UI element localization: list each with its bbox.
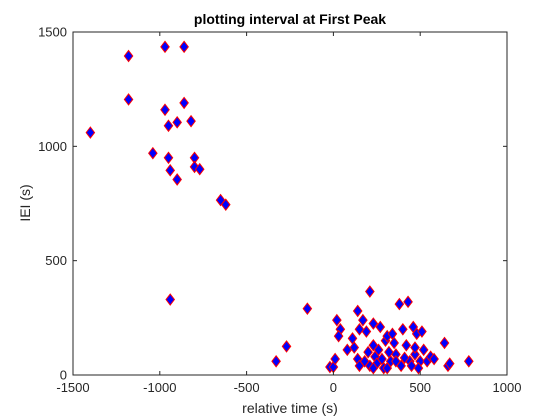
x-tick-label: 1000: [493, 380, 522, 395]
data-point: [394, 297, 405, 311]
data-point: [439, 336, 450, 350]
data-point: [160, 103, 170, 117]
x-axis-label: relative time (s): [242, 400, 338, 416]
data-point: [163, 151, 174, 165]
data-points: [85, 40, 474, 375]
x-tick-label: 500: [409, 380, 431, 395]
data-point: [123, 49, 134, 63]
data-point: [417, 325, 427, 338]
data-point: [333, 329, 344, 343]
x-tick-label: -1500: [56, 380, 89, 395]
data-point: [220, 198, 231, 211]
data-point: [302, 302, 313, 316]
data-point: [281, 340, 292, 353]
data-point: [163, 119, 174, 133]
data-point: [172, 115, 182, 129]
data-point: [410, 348, 420, 361]
data-point: [148, 146, 158, 160]
data-point: [179, 96, 189, 110]
data-point: [401, 338, 412, 352]
data-point: [215, 193, 226, 207]
data-point: [396, 359, 406, 373]
data-point: [373, 343, 384, 357]
data-point: [418, 343, 429, 357]
data-point: [354, 322, 365, 336]
data-point: [375, 320, 386, 334]
data-point: [352, 304, 363, 318]
data-point: [330, 352, 340, 366]
data-point: [399, 351, 410, 365]
data-point: [368, 361, 379, 375]
y-axis-label: IEI (s): [17, 184, 33, 221]
x-tick-label: -500: [234, 380, 260, 395]
data-point: [382, 361, 393, 375]
data-point: [398, 322, 408, 336]
data-point: [160, 40, 170, 54]
data-point: [403, 295, 413, 309]
data-point: [165, 164, 176, 177]
y-tick-label: 0: [60, 368, 67, 383]
chart-title: plotting interval at First Peak: [194, 11, 386, 27]
data-point: [463, 354, 474, 368]
data-point: [179, 40, 189, 54]
data-point: [358, 313, 368, 327]
data-point: [361, 325, 372, 338]
data-point: [406, 359, 417, 373]
data-point: [123, 93, 134, 106]
plot-area: [72, 31, 508, 376]
data-point: [347, 332, 358, 345]
data-point: [194, 162, 205, 176]
data-point: [85, 126, 96, 139]
y-tick-label: 500: [45, 253, 67, 268]
data-point: [172, 173, 182, 186]
data-point: [363, 345, 373, 359]
data-point: [165, 293, 176, 306]
data-point: [444, 357, 455, 370]
axis-ticks: -1500 -1000 -500 0 500 1000 0 500 1000 1500: [38, 25, 521, 396]
x-tick-label: -1000: [143, 380, 176, 395]
x-tick-label: 0: [330, 380, 337, 395]
data-point: [332, 313, 342, 327]
data-point: [368, 317, 379, 330]
data-point: [429, 352, 439, 366]
data-point: [349, 341, 360, 354]
data-point: [186, 114, 196, 128]
data-point: [413, 361, 424, 375]
data-point: [271, 354, 281, 368]
y-tick-label: 1000: [38, 139, 67, 154]
y-tick-label: 1500: [38, 25, 67, 40]
data-point: [365, 285, 375, 298]
data-point: [389, 336, 399, 350]
data-point: [410, 341, 420, 354]
